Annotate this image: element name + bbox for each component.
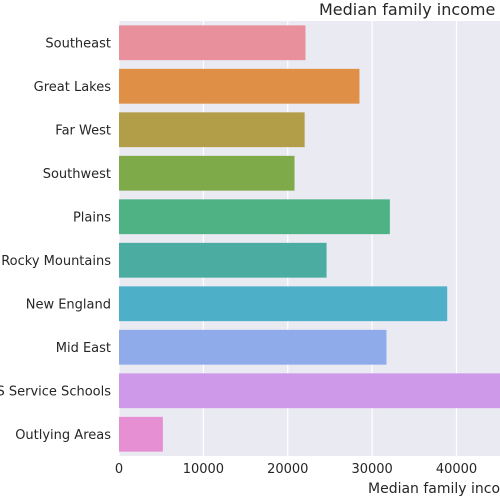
x-tick-label-1: 10000 (183, 462, 224, 477)
x-axis-label: Median family income (368, 481, 500, 497)
bar-2 (119, 112, 305, 148)
chart-title: Median family income (319, 0, 495, 19)
x-tick-label-3: 30000 (351, 462, 392, 477)
bar-3 (119, 155, 295, 191)
bar-0 (119, 25, 306, 61)
y-tick-label-9: Outlying Areas (15, 428, 111, 443)
y-tick-label-8: US Service Schools (0, 384, 111, 399)
y-tick-label-3: Southwest (43, 167, 111, 182)
x-tick-labels: 0 10000 20000 30000 40000 (115, 462, 477, 477)
x-tick-label-4: 40000 (436, 462, 477, 477)
bars (119, 25, 500, 452)
y-tick-label-0: Southeast (45, 36, 111, 51)
bar-4 (119, 199, 390, 235)
y-tick-labels: Southeast Great Lakes Far West Southwest Pla… (0, 36, 111, 443)
y-tick-label-4: Plains (73, 210, 111, 225)
bar-7 (119, 329, 387, 365)
x-tick-label-0: 0 (115, 462, 123, 477)
bar-8 (119, 373, 500, 409)
y-tick-label-1: Great Lakes (34, 80, 112, 95)
x-tick-label-2: 20000 (267, 462, 308, 477)
bar-9 (119, 416, 163, 452)
bar-6 (119, 286, 448, 322)
y-tick-label-2: Far West (55, 123, 111, 138)
bar-1 (119, 68, 360, 104)
y-tick-label-7: Mid East (56, 341, 111, 356)
y-tick-label-5: Rocky Mountains (1, 254, 111, 269)
bar-5 (119, 242, 327, 278)
y-tick-label-6: New England (26, 297, 111, 312)
